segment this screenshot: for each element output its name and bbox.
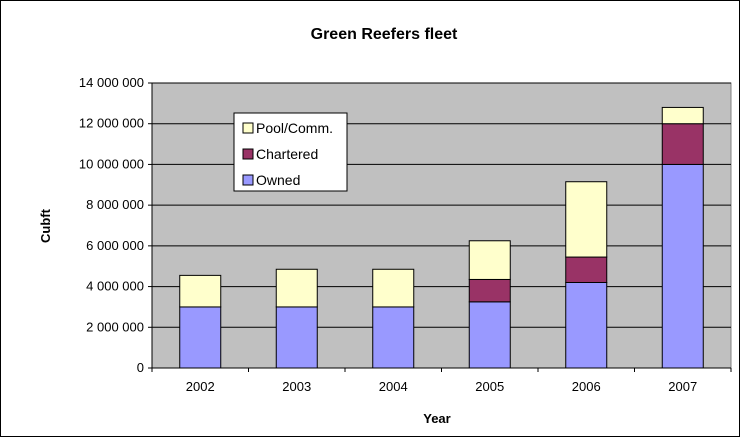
bar-chartered-2006 xyxy=(565,256,608,283)
bar-owned-2005 xyxy=(468,301,511,369)
y-tick-label: 0 xyxy=(137,360,144,375)
y-tick-label: 10 000 000 xyxy=(79,156,144,171)
bar-pool-comm-2002 xyxy=(179,274,222,308)
x-axis-ticks: 2002 2003 2004 2005 2006 2007 xyxy=(151,368,732,394)
legend-swatch xyxy=(242,122,254,134)
x-tick-label: 2006 xyxy=(572,379,601,394)
legend-label: Owned xyxy=(256,172,300,188)
y-tick-label: 6 000 000 xyxy=(86,238,144,253)
bar-pool-comm-2006 xyxy=(565,181,608,258)
x-tick-label: 2002 xyxy=(186,379,215,394)
y-tick-label: 8 000 000 xyxy=(86,197,144,212)
x-tick-label: 2007 xyxy=(668,379,697,394)
bar-owned-2006 xyxy=(565,282,608,369)
bar-pool-comm-2007 xyxy=(661,106,704,125)
legend-label: Pool/Comm. xyxy=(256,120,333,136)
y-tick-label: 14 000 000 xyxy=(79,75,144,90)
bar-owned-2007 xyxy=(661,163,704,369)
bar-pool-comm-2005 xyxy=(468,240,511,280)
y-tick-label: 12 000 000 xyxy=(79,116,144,131)
bar-chartered-2005 xyxy=(468,278,511,303)
x-axis-title: Year xyxy=(423,411,450,426)
chart-title: Green Reefers fleet xyxy=(311,26,458,43)
x-tick-label: 2003 xyxy=(282,379,311,394)
y-axis-ticks: 0 2 000 000 4 000 000 6 000 000 8 000 000 10 … xyxy=(79,75,152,375)
bar-pool-comm-2004 xyxy=(372,268,415,308)
legend-swatch xyxy=(242,148,254,160)
x-tick-label: 2005 xyxy=(475,379,504,394)
bar-pool-comm-2003 xyxy=(275,268,318,308)
y-axis-title: Cubft xyxy=(38,208,53,243)
bar-owned-2003 xyxy=(275,306,318,369)
legend-swatch xyxy=(242,174,254,186)
bar-chartered-2007 xyxy=(661,123,704,165)
y-tick-label: 4 000 000 xyxy=(86,279,144,294)
legend-label: Chartered xyxy=(256,146,318,162)
bar-owned-2004 xyxy=(372,306,415,369)
bars xyxy=(179,106,704,369)
x-tick-label: 2004 xyxy=(379,379,408,394)
y-tick-label: 2 000 000 xyxy=(86,319,144,334)
legend: Pool/Comm. Chartered Owned xyxy=(233,112,348,192)
bar-owned-2002 xyxy=(179,306,222,369)
